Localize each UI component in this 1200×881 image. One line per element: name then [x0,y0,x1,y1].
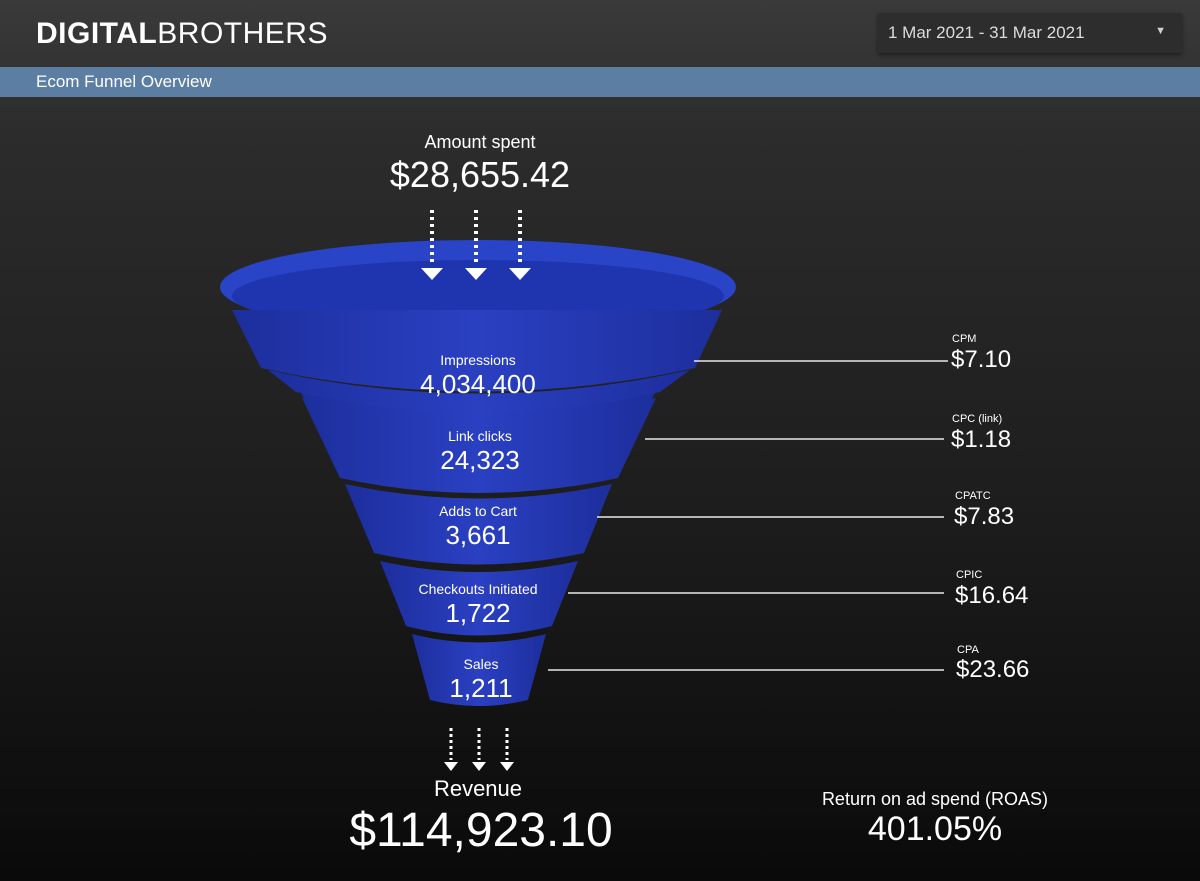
funnel-segment-2b [302,398,656,493]
funnel-segment-1b [268,370,690,413]
amount-spent-value: $28,655.42 [389,154,571,195]
cost-label-cpic: CPIC [956,569,983,581]
cost-value-cpa: $23.66 [956,656,1030,683]
stage-label-sales: Sales [463,656,499,672]
stage-value-checkouts-initiated: 1,722 [445,598,511,628]
date-range-picker[interactable]: 1 Mar 2021 - 31 Mar 2021 ▼ [878,13,1182,53]
revenue-value: $114,923.10 [349,804,613,857]
stage-value-adds-to-cart: 3,661 [445,520,511,550]
funnel-segment-3 [345,484,612,565]
caret-down-icon: ▼ [1155,25,1166,37]
stage-value-sales: 1,211 [449,673,513,703]
date-range-value: 1 Mar 2021 - 31 Mar 2021 [888,23,1085,42]
roas-label: Return on ad spend (ROAS) [821,789,1049,809]
cost-label-cpa: CPA [957,644,979,656]
funnel-segment-4 [380,561,578,636]
stage-label-adds-to-cart: Adds to Cart [439,503,517,519]
stage-label-link-clicks: Link clicks [448,428,512,444]
section-title-bar: Ecom Funnel Overview [0,67,1200,97]
stage-label-checkouts-initiated: Checkouts Initiated [418,581,538,597]
brand-logo: DIGITALBROTHERS [36,14,328,54]
section-title: Ecom Funnel Overview [36,72,212,91]
stage-label-impressions: Impressions [440,352,516,368]
stage-value-link-clicks: 24,323 [440,445,520,475]
amount-spent-label: Amount spent [424,132,536,152]
cost-value-cpc: $1.18 [951,426,1012,453]
cost-value-cpic: $16.64 [955,582,1029,609]
roas-value: 401.05% [867,810,1003,848]
funnel-segment-1 [232,310,722,392]
brand-logo-regular: BROTHERS [157,17,328,50]
cost-label-cpc: CPC (link) [952,413,1003,425]
arrows-down-top-icon [421,210,531,280]
cost-value-cpm: $7.10 [951,346,1012,373]
cost-value-cpatc: $7.83 [954,503,1015,530]
brand-logo-bold: DIGITAL [36,17,158,50]
revenue-label: Revenue [433,776,523,801]
stage-value-impressions: 4,034,400 [420,369,536,399]
funnel-segment-5 [412,634,546,706]
cost-label-cpatc: CPATC [955,490,991,502]
arrows-down-bottom-icon [444,728,514,771]
cost-label-cpm: CPM [952,333,977,345]
